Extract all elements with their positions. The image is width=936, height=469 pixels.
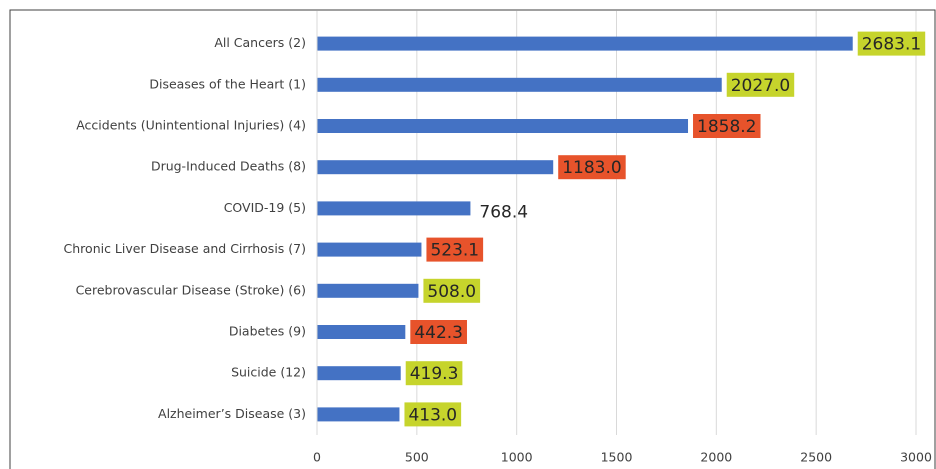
category-label: Diseases of the Heart (1) bbox=[149, 76, 306, 91]
bar bbox=[317, 283, 419, 298]
bar bbox=[317, 325, 406, 339]
category-label: Chronic Liver Disease and Cirrhosis (7) bbox=[64, 241, 306, 256]
value-label: 523.1 bbox=[430, 241, 479, 261]
label-box bbox=[857, 31, 926, 56]
value-label: 413.0 bbox=[408, 405, 457, 425]
label-box bbox=[410, 320, 467, 344]
chart-frame bbox=[9, 9, 936, 469]
x-tick-label: 2000 bbox=[700, 450, 732, 465]
value-label: 508.0 bbox=[427, 282, 476, 302]
value-label: 2683.1 bbox=[862, 35, 921, 55]
x-tick-label: 2500 bbox=[800, 450, 832, 465]
label-box bbox=[404, 402, 462, 427]
x-tick-label: 500 bbox=[405, 450, 429, 465]
value-label: 2027.0 bbox=[731, 76, 790, 96]
category-label: Diabetes (9) bbox=[229, 324, 306, 339]
category-label: COVID-19 (5) bbox=[224, 200, 306, 215]
bar bbox=[317, 36, 853, 51]
label-box bbox=[558, 155, 626, 180]
value-label: 1858.2 bbox=[697, 117, 756, 137]
bar bbox=[317, 407, 400, 422]
bar bbox=[317, 201, 471, 216]
value-label: 768.4 bbox=[479, 202, 528, 222]
category-label: Accidents (Unintentional Injuries) (4) bbox=[76, 118, 306, 133]
bar bbox=[317, 77, 722, 92]
bar bbox=[317, 119, 689, 133]
bar bbox=[317, 160, 554, 175]
x-tick-label: 3000 bbox=[900, 450, 932, 465]
value-label: 419.3 bbox=[410, 364, 459, 384]
label-box bbox=[693, 114, 761, 138]
label-box bbox=[726, 72, 795, 97]
x-tick-label: 0 bbox=[313, 450, 321, 465]
label-box bbox=[426, 237, 484, 262]
category-label: Suicide (12) bbox=[231, 365, 306, 380]
label-box bbox=[405, 361, 463, 386]
value-label: 442.3 bbox=[414, 323, 463, 343]
bar bbox=[317, 366, 401, 381]
category-label: Cerebrovascular Disease (Stroke) (6) bbox=[76, 282, 306, 297]
label-box bbox=[423, 278, 481, 303]
x-tick-label: 1000 bbox=[501, 450, 533, 465]
category-label: Drug-Induced Deaths (8) bbox=[151, 159, 306, 174]
category-label: Alzheimer’s Disease (3) bbox=[158, 406, 306, 421]
value-label: 1183.0 bbox=[562, 158, 621, 178]
x-tick-label: 1500 bbox=[601, 450, 633, 465]
bar bbox=[317, 242, 422, 257]
category-label: All Cancers (2) bbox=[214, 35, 306, 50]
